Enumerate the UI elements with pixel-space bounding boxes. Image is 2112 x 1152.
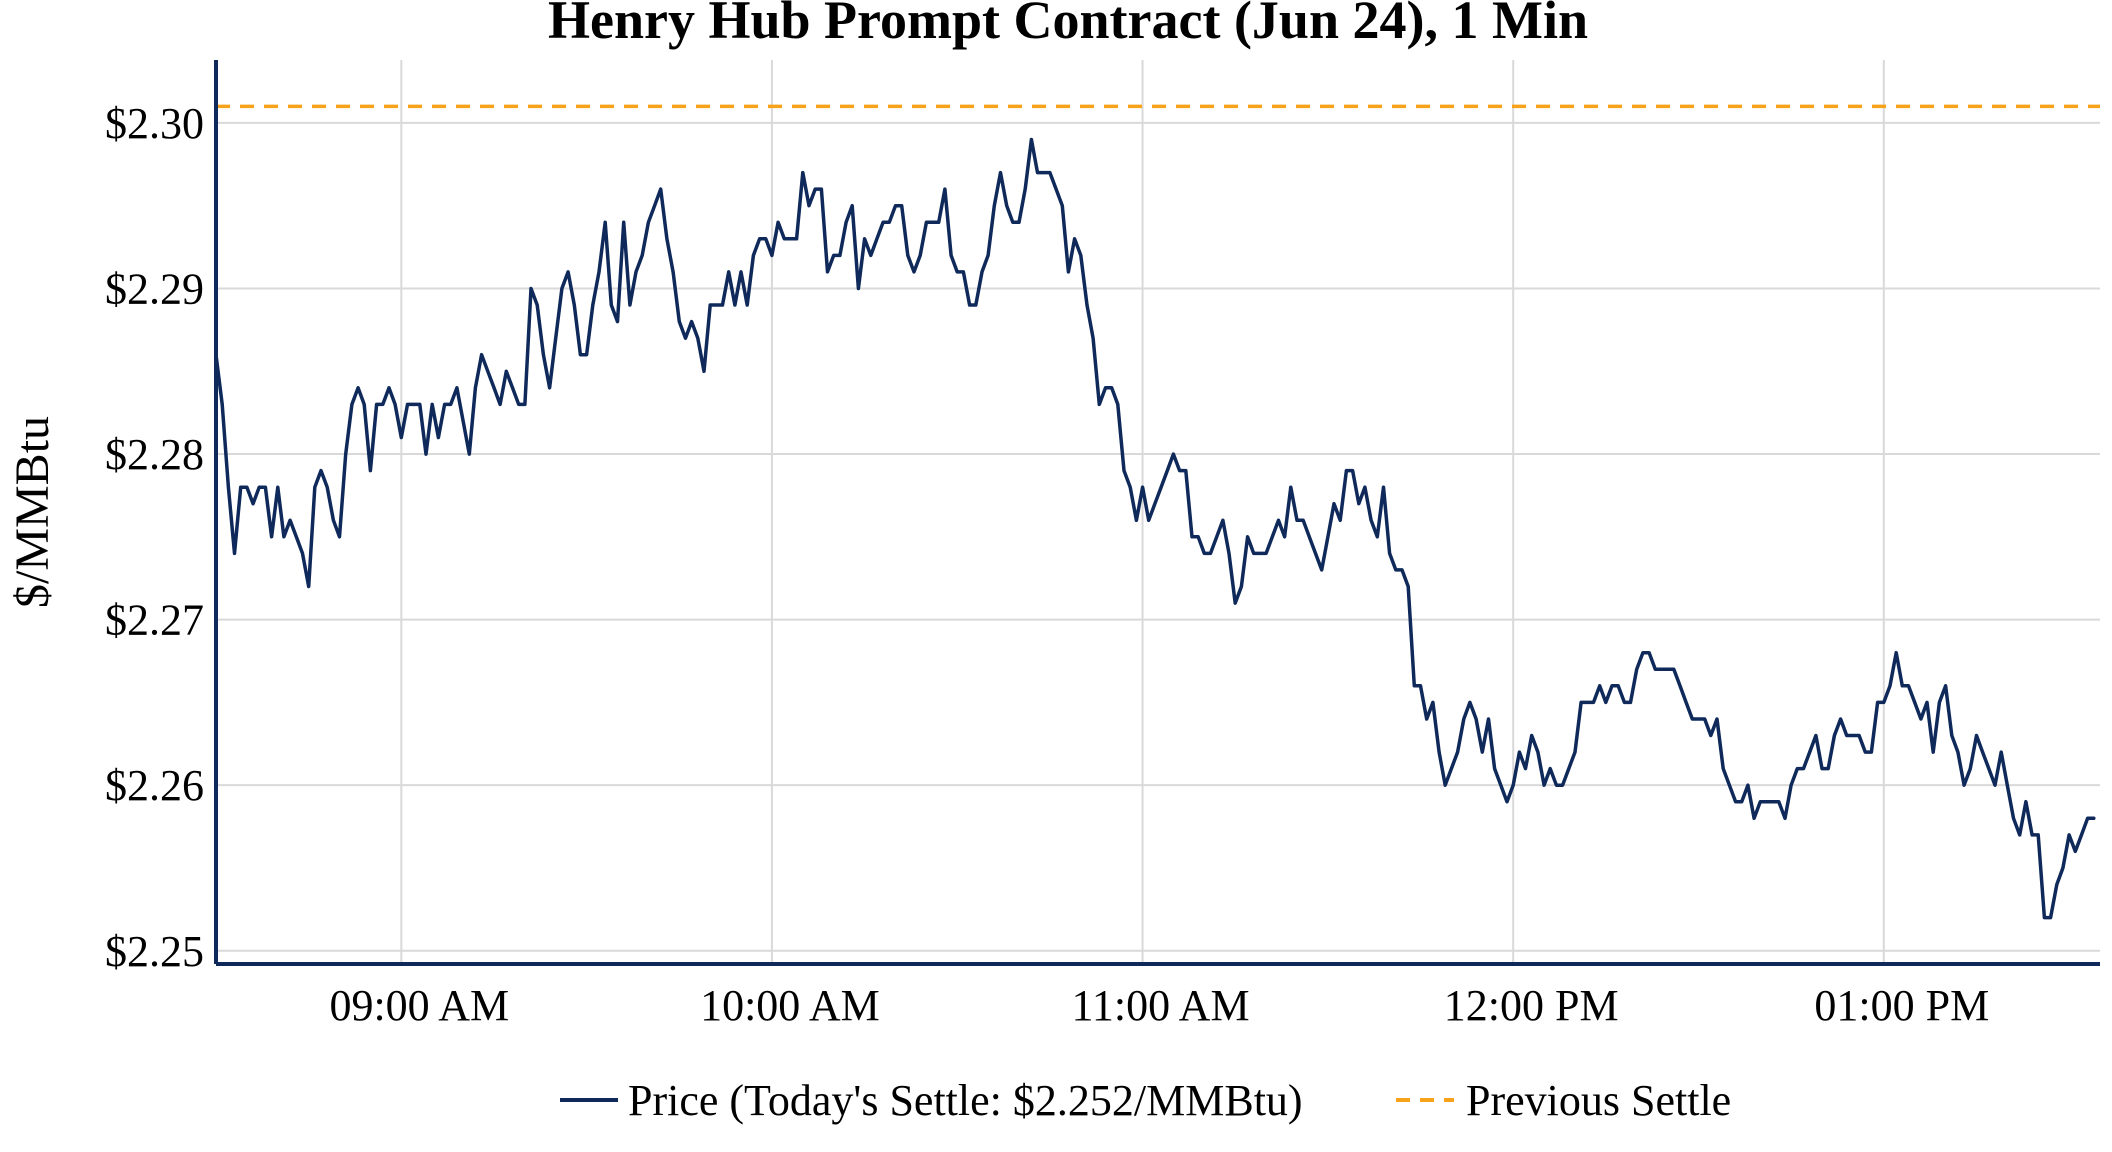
x-tick-label: 10:00 AM: [700, 981, 880, 1030]
x-tick-label: 09:00 AM: [329, 981, 509, 1030]
legend-label-price: Price (Today's Settle: $2.252/MMBtu): [628, 1076, 1303, 1125]
gridlines: [216, 60, 2100, 964]
price-line: [214, 137, 2096, 920]
x-tick-label: 01:00 PM: [1814, 981, 1989, 1030]
y-axis-title: $/MMBtu: [6, 416, 59, 608]
y-tick-label: $2.30: [105, 99, 204, 148]
x-tick-label: 11:00 AM: [1072, 981, 1250, 1030]
x-axis-ticks: 09:00 AM 10:00 AM 11:00 AM 12:00 PM 01:00 PM: [329, 981, 1989, 1030]
y-tick-label: $2.29: [105, 264, 204, 313]
legend-label-previous-settle: Previous Settle: [1466, 1076, 1731, 1125]
y-axis-ticks: $2.25 $2.26 $2.27 $2.28 $2.29 $2.30: [105, 99, 204, 976]
chart-title: Henry Hub Prompt Contract (Jun 24), 1 Mi…: [548, 0, 1588, 50]
y-tick-label: $2.28: [105, 430, 204, 479]
y-tick-label: $2.26: [105, 761, 204, 810]
y-tick-label: $2.27: [105, 596, 204, 645]
legend: Price (Today's Settle: $2.252/MMBtu) Prev…: [560, 1076, 1731, 1125]
y-tick-label: $2.25: [105, 927, 204, 976]
series-layer: [214, 104, 2100, 920]
x-tick-label: 12:00 PM: [1444, 981, 1619, 1030]
